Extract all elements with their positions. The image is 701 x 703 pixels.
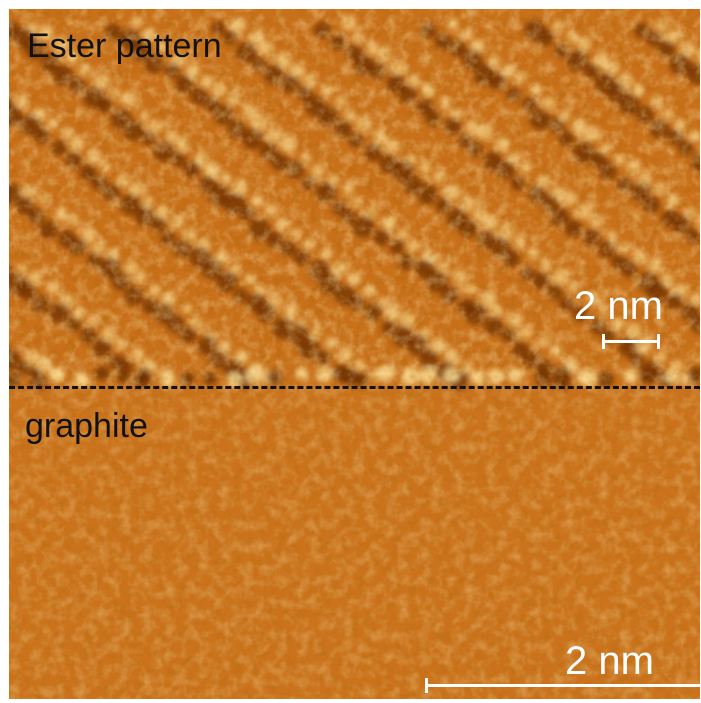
ester-pattern-label: Ester pattern — [27, 27, 222, 65]
scale-bar-large — [425, 678, 700, 693]
scale-bar-small — [602, 334, 660, 349]
scale-label-small: 2 nm — [574, 284, 663, 328]
stm-image: Ester pattern graphite 2 nm 2 nm — [9, 9, 700, 699]
stm-texture — [9, 9, 700, 699]
graphite-label: graphite — [25, 407, 148, 445]
boundary-dashed-line — [9, 386, 700, 389]
scale-label-large: 2 nm — [565, 639, 654, 683]
